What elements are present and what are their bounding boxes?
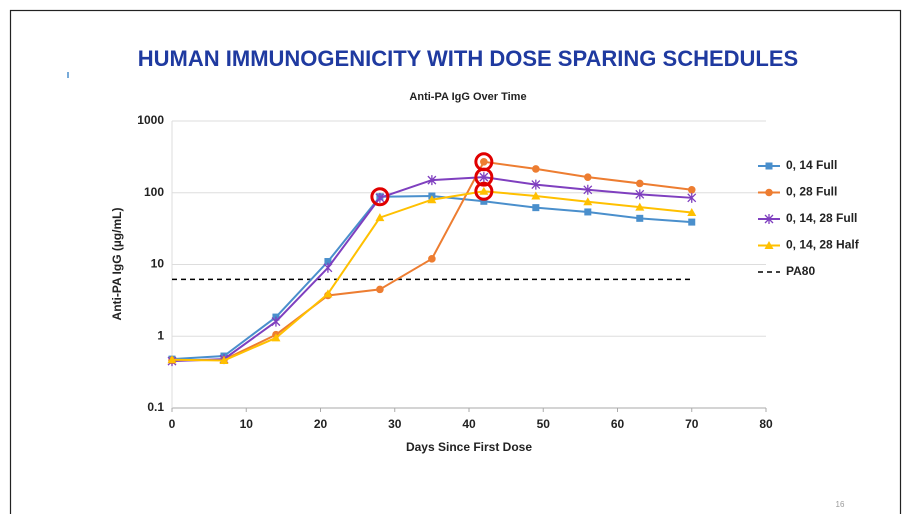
slide-title: HUMAN IMMUNOGENICITY WITH DOSE SPARING S… (138, 46, 798, 71)
series-line (171, 195, 692, 361)
x-tick-label: 50 (537, 417, 551, 431)
marker (635, 179, 644, 188)
highlight-circle (474, 181, 494, 201)
marker (584, 208, 592, 216)
y-tick-label: 100 (144, 185, 164, 199)
marker (764, 241, 774, 249)
marker (375, 213, 385, 222)
x-tick-label: 20 (314, 417, 328, 431)
x-tick-label: 10 (240, 417, 254, 431)
marker (480, 157, 488, 166)
legend-label: PA80 (786, 264, 815, 278)
y-tick-label: 1 (157, 328, 164, 342)
marker (583, 184, 593, 195)
x-tick-label: 60 (611, 417, 625, 431)
marker (427, 175, 437, 186)
legend-label: 0, 14 Full (786, 158, 837, 172)
marker (271, 333, 281, 342)
chart-title: Anti-PA IgG Over Time (409, 91, 526, 103)
page-number: 16 (836, 500, 845, 509)
marker (480, 197, 488, 205)
x-tick-label: 0 (169, 417, 176, 431)
marker (687, 192, 697, 203)
marker (427, 195, 437, 204)
marker (376, 285, 384, 294)
marker (219, 355, 229, 364)
marker (167, 355, 177, 364)
y-tick-label: 0.1 (147, 400, 164, 414)
marker (323, 262, 333, 273)
highlight-circle (370, 187, 390, 207)
marker (531, 179, 541, 190)
y-tick-label: 10 (151, 257, 165, 271)
marker (323, 289, 333, 298)
x-tick-label: 70 (685, 417, 699, 431)
marker (765, 162, 773, 170)
marker (428, 255, 436, 263)
marker (531, 191, 541, 200)
slide-border (9, 9, 902, 514)
x-tick-label: 80 (759, 417, 773, 431)
marker (688, 218, 696, 226)
marker (583, 197, 593, 206)
x-tick-label: 40 (462, 417, 476, 431)
y-axis-label: Anti-PA IgG (µg/mL) (110, 208, 124, 321)
marker (324, 258, 332, 266)
legend-label: 0, 14, 28 Full (786, 211, 857, 225)
marker (765, 188, 773, 197)
marker (635, 202, 645, 211)
y-tick-label: 1000 (137, 113, 164, 127)
marker (479, 186, 489, 195)
marker (271, 316, 281, 327)
highlight-circle (474, 167, 494, 187)
marker (687, 208, 697, 217)
marker (479, 172, 489, 183)
marker (764, 214, 774, 224)
legend-label: 0, 28 Full (786, 185, 837, 199)
legend-label: 0, 14, 28 Half (786, 238, 860, 252)
marker (532, 204, 540, 212)
marker (636, 214, 644, 222)
x-axis-label: Days Since First Dose (406, 440, 532, 454)
marker (635, 189, 645, 200)
series-line (171, 190, 692, 362)
marker (375, 192, 385, 203)
x-tick-label: 30 (388, 417, 402, 431)
marker (687, 185, 696, 194)
marker (584, 173, 592, 181)
marker (532, 165, 540, 173)
